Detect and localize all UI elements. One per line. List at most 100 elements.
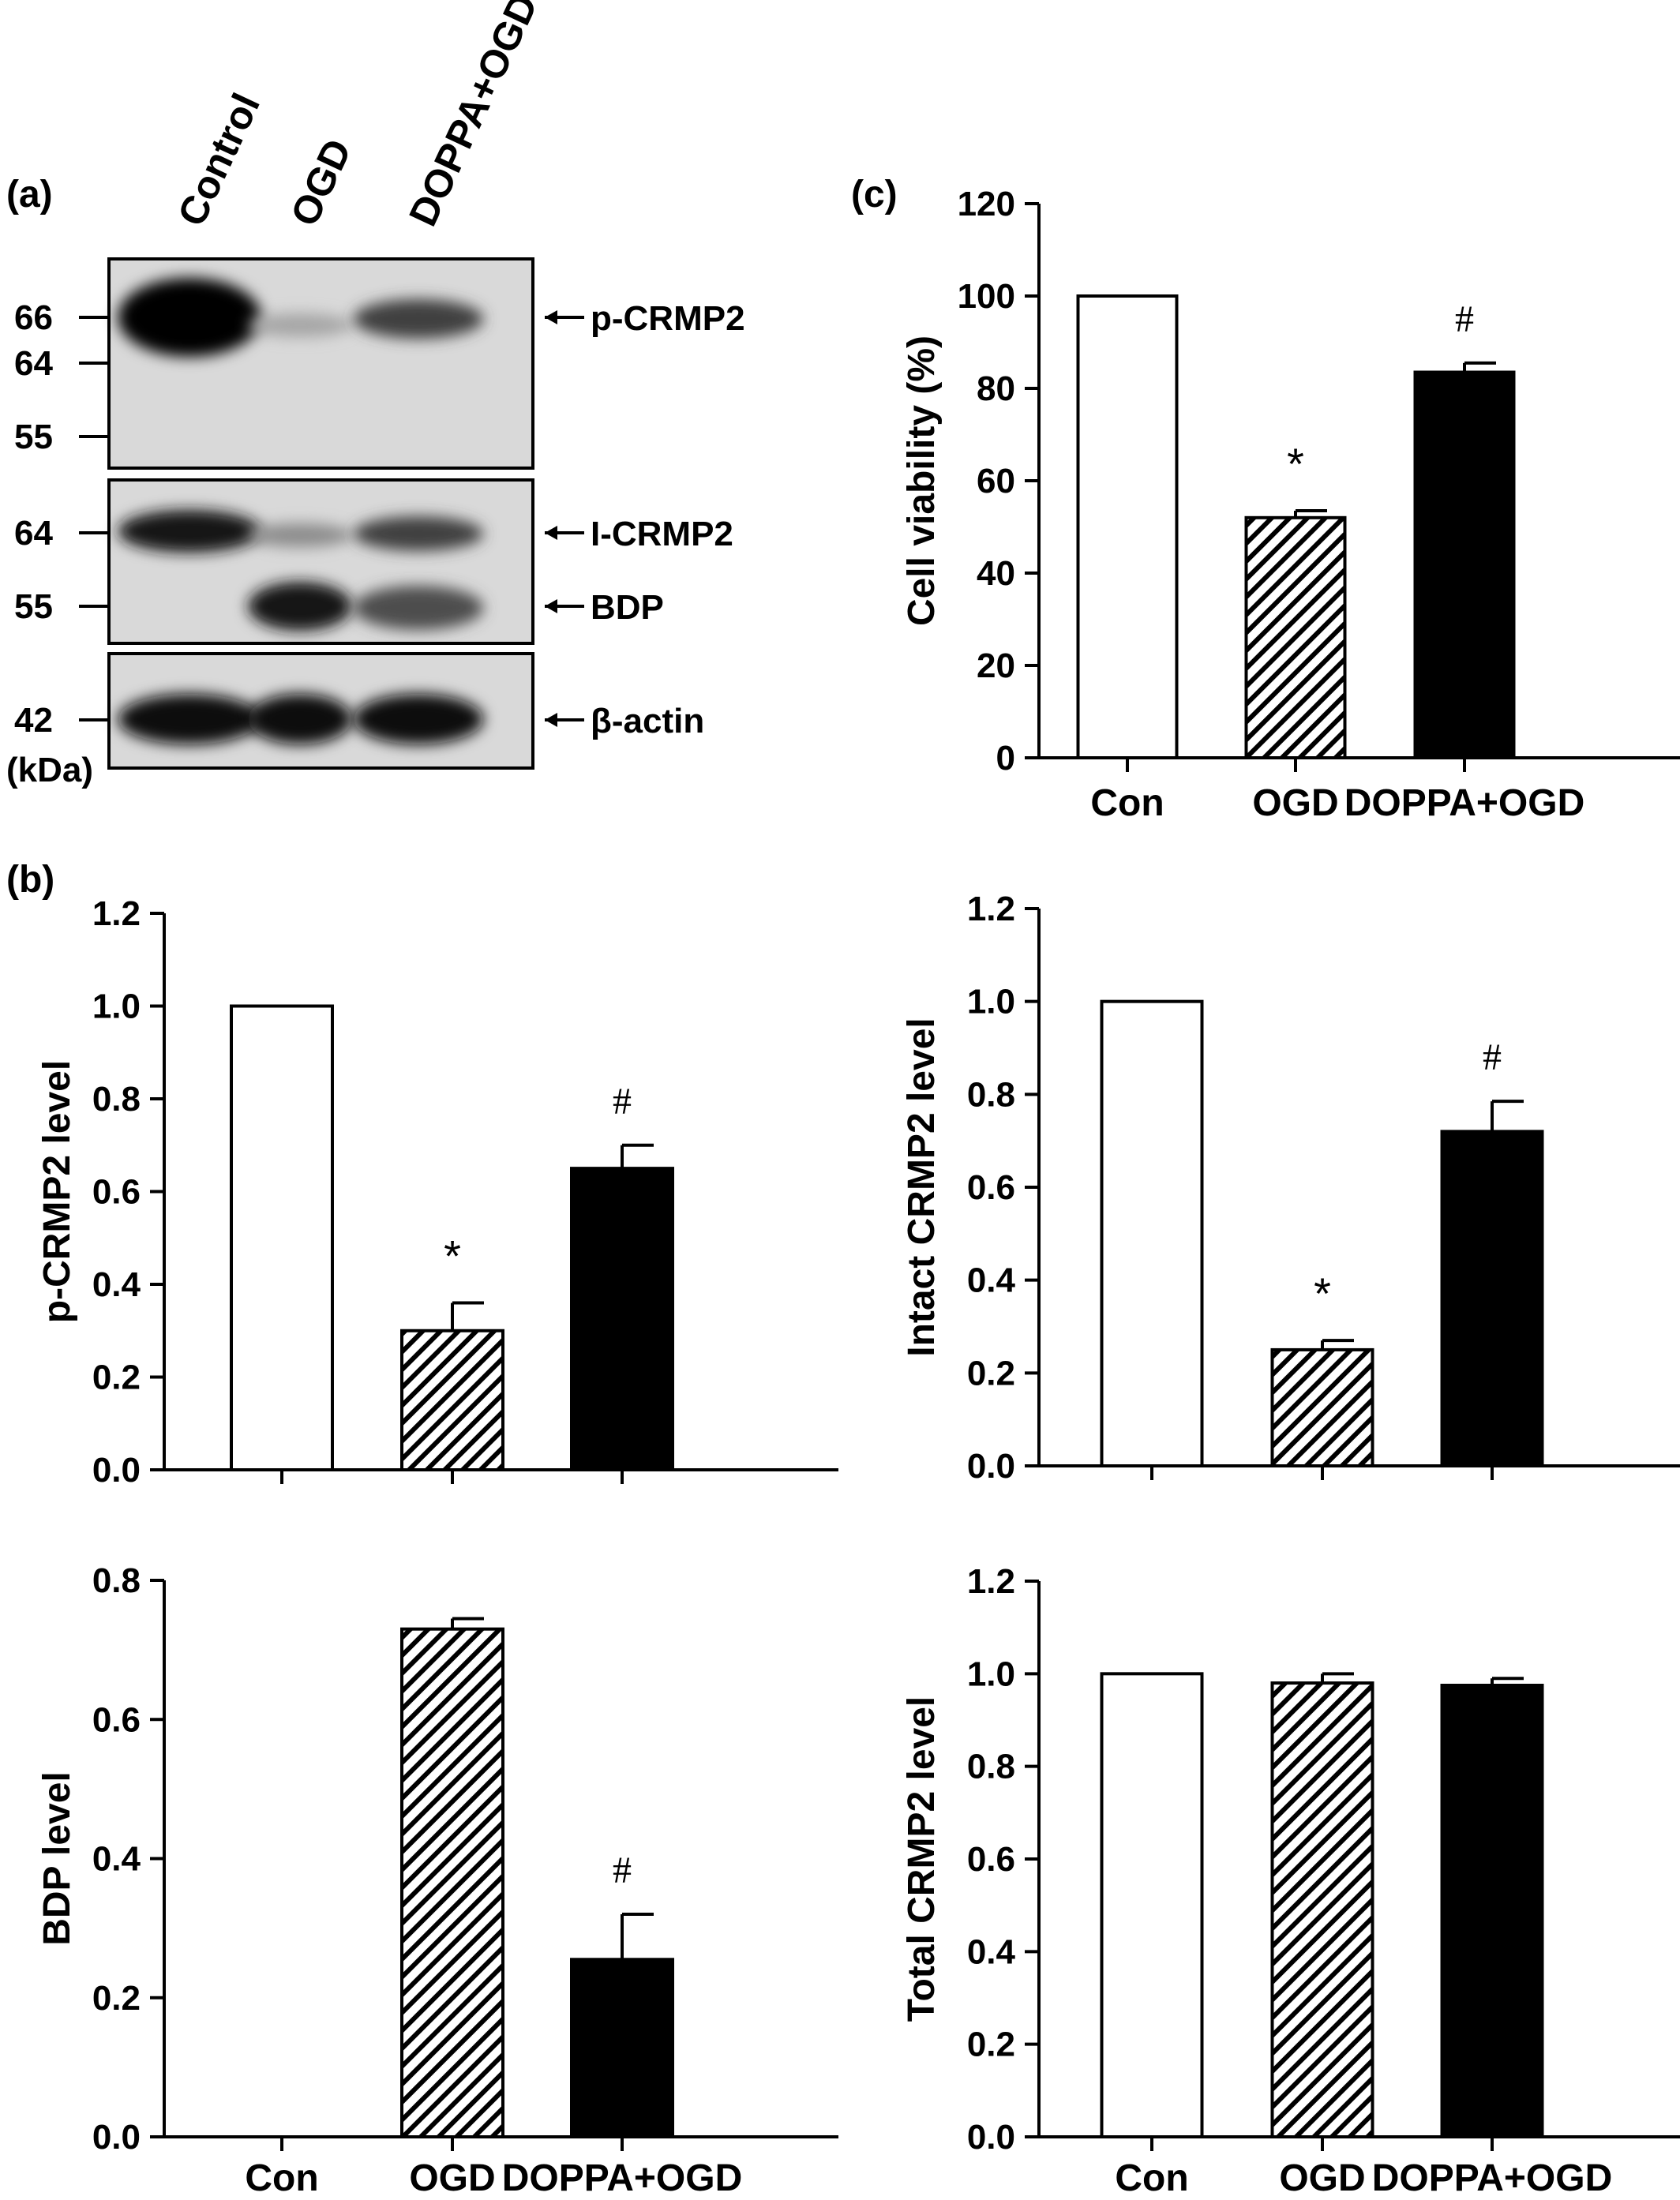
x-tick-label: OGD (1252, 782, 1338, 824)
blot-band (353, 516, 484, 551)
y-tick-label: 0.4 (92, 1840, 141, 1879)
band-arrow-head (545, 713, 557, 727)
mw-marker-label: 55 (14, 587, 53, 626)
x-tick-label: Con (1115, 2157, 1188, 2199)
x-tick-label: OGD (409, 2157, 495, 2199)
panel-label-a: (a) (6, 174, 53, 216)
y-tick-label: 0 (996, 739, 1015, 778)
x-tick-label: Con (1090, 782, 1164, 824)
y-tick-label: 0.8 (92, 1080, 141, 1119)
bar (400, 1329, 504, 1471)
band-label: I-CRMP2 (591, 515, 733, 553)
significance-hash: # (613, 1850, 632, 1891)
y-tick-label: 100 (958, 277, 1015, 316)
y-tick-label: 0.8 (967, 1748, 1015, 1786)
blot-band (248, 313, 352, 337)
x-tick-label: DOPPA+OGD (502, 2157, 743, 2199)
bar-charts: 0 20 40 60 80 100 120 Cell viability (%) Con * OGD… (36, 185, 1680, 2199)
y-tick-label: 1.0 (967, 983, 1015, 1021)
y-axis-title: p-CRMP2 level (36, 1060, 78, 1323)
panel-label-c: (c) (851, 174, 898, 216)
bar (400, 1627, 504, 2138)
y-tick-label: 0.8 (967, 1075, 1015, 1114)
western-blot: Control OGD DOPPA+OGD 66 64 55 p-CRMP2 64 55 I-CR… (6, 0, 745, 789)
band-arrow-head (545, 310, 557, 324)
significance-asterisk: * (1287, 439, 1304, 489)
y-tick-label: 0.6 (92, 1700, 141, 1739)
blot-band (353, 586, 484, 630)
y-tick-label: 1.2 (967, 1562, 1015, 1601)
lane-label: OGD (282, 133, 360, 233)
y-tick-label: 0.6 (92, 1173, 141, 1212)
band-arrow-head (545, 599, 557, 613)
bar (1440, 1130, 1544, 1468)
y-tick-label: 0.4 (967, 1932, 1016, 1971)
y-tick-label: 80 (977, 369, 1015, 408)
bar (1440, 1684, 1544, 2138)
bar (570, 1167, 674, 1471)
y-tick-label: 60 (977, 462, 1015, 500)
y-tick-label: 0.6 (967, 1840, 1015, 1879)
mw-marker-label: 66 (14, 298, 53, 337)
significance-hash: # (1483, 1036, 1502, 1078)
blot-band (353, 694, 484, 744)
band-arrow-head (545, 526, 557, 540)
blot-band (353, 299, 484, 339)
y-tick-label: 40 (977, 554, 1015, 593)
y-tick-label: 0.4 (967, 1261, 1016, 1300)
blot-band (118, 278, 261, 357)
blot-band (118, 694, 261, 744)
mw-marker-label: 64 (14, 514, 53, 553)
bar (1413, 370, 1516, 759)
y-tick-label: 20 (977, 647, 1015, 685)
y-tick-label: 0.2 (92, 1359, 141, 1397)
y-tick-label: 0.2 (92, 1979, 141, 2018)
y-tick-label: 1.0 (967, 1655, 1015, 1693)
y-tick-label: 1.2 (967, 890, 1015, 928)
y-tick-label: 0.0 (967, 2118, 1015, 2157)
significance-asterisk: * (444, 1231, 461, 1281)
y-tick-label: 0.8 (92, 1561, 141, 1600)
mw-marker-label: 64 (14, 344, 53, 383)
y-tick-label: 0.2 (967, 2026, 1015, 2064)
bar (1270, 1681, 1374, 2138)
y-axis-title: Cell viability (%) (901, 335, 943, 626)
mw-marker-label: 55 (14, 418, 53, 456)
chart-c: 0 20 40 60 80 100 120 Cell viability (%) Con * OGD… (901, 185, 1680, 824)
blot-band (248, 582, 352, 631)
blot-band (248, 523, 352, 547)
band-label: p-CRMP2 (591, 299, 745, 338)
significance-asterisk: * (1314, 1269, 1331, 1318)
x-tick-label: DOPPA+OGD (1344, 782, 1585, 824)
significance-hash: # (1455, 298, 1474, 340)
chart-b3: 0.0 0.2 0.4 0.6 0.8 BDP level Con OGD # DOPPA+OGD (36, 1561, 838, 2199)
y-tick-label: 0.0 (967, 1447, 1015, 1486)
mw-unit-label: (kDa) (6, 751, 93, 789)
blot-band (248, 694, 352, 744)
chart-b2: 0.0 0.2 0.4 0.6 0.8 1.0 1.2 Intact CRMP2 level *… (901, 890, 1680, 1486)
x-tick-label: DOPPA+OGD (1372, 2157, 1613, 2199)
y-tick-label: 0.4 (92, 1265, 141, 1304)
y-tick-label: 0.0 (92, 2118, 141, 2157)
band-label: BDP (591, 588, 664, 627)
bar (1100, 999, 1204, 1467)
y-axis-title: Total CRMP2 level (901, 1696, 943, 2022)
chart-b1: 0.0 0.2 0.4 0.6 0.8 1.0 1.2 p-CRMP2 level * # (36, 894, 838, 1490)
bar (570, 1958, 674, 2138)
blot-band (118, 510, 261, 553)
bar (1270, 1347, 1374, 1467)
y-tick-label: 120 (958, 185, 1015, 223)
lane-label: Control (169, 87, 268, 233)
y-tick-label: 0.2 (967, 1354, 1015, 1392)
x-tick-label: OGD (1279, 2157, 1365, 2199)
y-tick-label: 1.2 (92, 894, 141, 933)
bar (1076, 294, 1179, 759)
lane-label: DOPPA+OGD (400, 0, 546, 233)
y-tick-label: 1.0 (92, 988, 141, 1026)
bar (1100, 1672, 1204, 2138)
significance-hash: # (613, 1081, 632, 1122)
panel-label-b: (b) (6, 859, 54, 901)
bar (230, 1004, 334, 1471)
y-tick-label: 0.0 (92, 1451, 141, 1490)
